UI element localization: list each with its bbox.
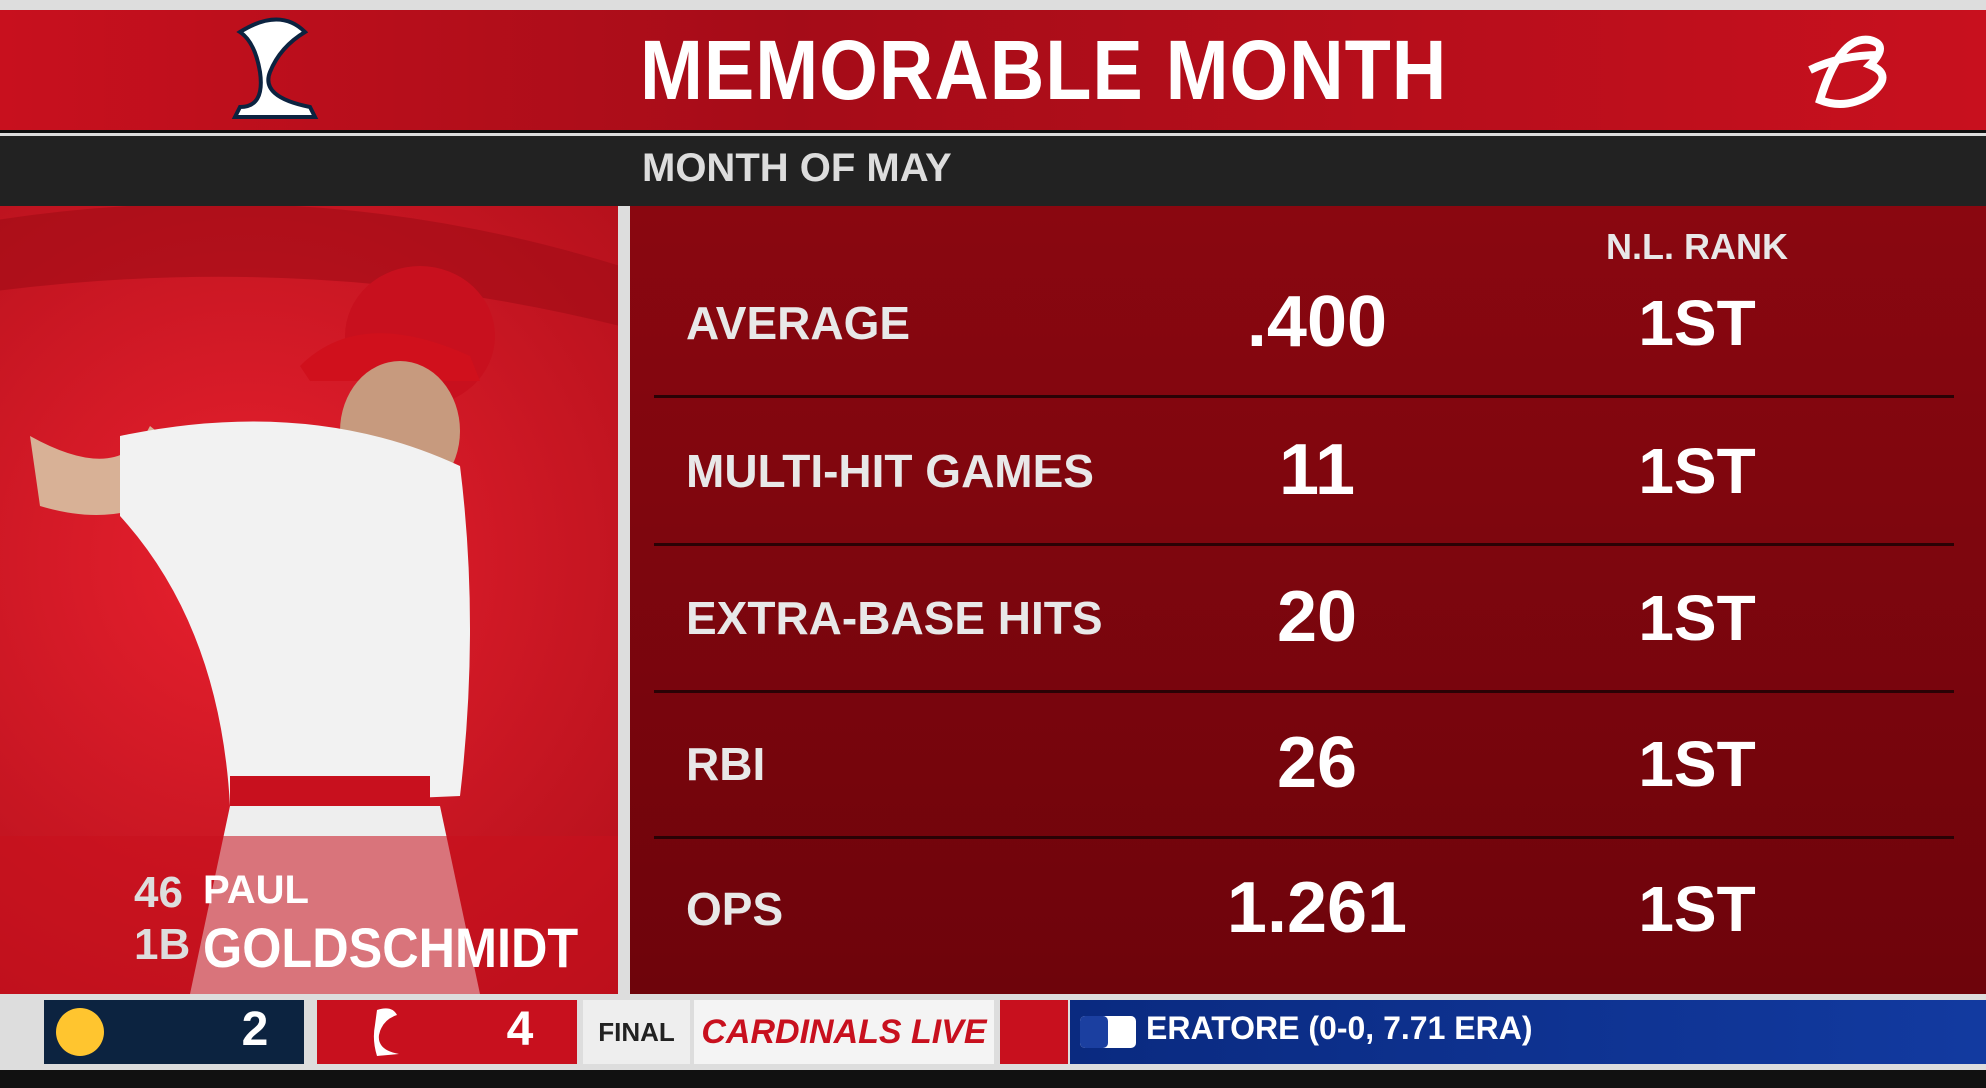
player-panel <box>0 203 620 994</box>
away-score: 2 <box>241 1003 269 1056</box>
top-strip <box>0 0 1986 10</box>
sponsor-box <box>1000 1000 1068 1064</box>
player-image <box>0 203 620 994</box>
home-logo <box>373 1008 399 1056</box>
stat-rank: 1ST <box>1638 728 1756 800</box>
league-logo <box>1080 1016 1136 1048</box>
ticker-bar <box>1070 1000 1986 1064</box>
header-bar <box>0 10 1986 130</box>
player-last-name: GOLDSCHMIDT <box>203 916 579 979</box>
player-position: 1B <box>134 920 191 969</box>
row-separator <box>654 690 1954 693</box>
home-team <box>317 1000 577 1064</box>
stat-label: MULTI-HIT GAMES <box>686 445 1094 497</box>
subtitle: MONTH OF MAY <box>642 146 952 190</box>
sponsor-logo <box>1808 35 1887 108</box>
network: CARDINALS LIVE <box>694 1000 994 1064</box>
stat-rank: 1ST <box>1638 435 1756 507</box>
player-number: 46 <box>134 868 183 917</box>
away-team <box>44 1000 304 1064</box>
stat-label: AVERAGE <box>686 297 911 349</box>
stat-label: RBI <box>686 738 766 790</box>
row-separator <box>654 836 1954 839</box>
title: MEMORABLE MONTH <box>640 23 1448 117</box>
stat-value: 1.261 <box>1226 868 1408 948</box>
stat-value: .400 <box>1246 282 1388 362</box>
stat-value: 26 <box>1276 723 1358 803</box>
stat-rank: 1ST <box>1638 873 1756 945</box>
row-separator <box>654 543 1954 546</box>
game-status: FINAL <box>583 1000 690 1064</box>
stats-panel <box>630 206 1986 994</box>
divider <box>618 206 630 994</box>
team-logo <box>231 17 319 119</box>
ticker: ERATORE (0-0, 7.71 ERA) <box>1146 1010 1533 1046</box>
stat-label: EXTRA-BASE HITS <box>686 592 1103 644</box>
player-first-name: PAUL <box>203 868 309 912</box>
row-separator <box>654 395 1954 398</box>
home-score: 4 <box>506 1003 534 1056</box>
away-logo <box>56 1008 104 1056</box>
stat-value: 20 <box>1276 577 1358 657</box>
subtitle-bar <box>0 133 1986 209</box>
stat-label: OPS <box>686 883 784 935</box>
stat-rank: 1ST <box>1638 582 1756 654</box>
stat-value: 11 <box>1278 430 1356 510</box>
rank-header: N.L. RANK <box>1606 226 1788 267</box>
stat-rank: 1ST <box>1638 287 1756 359</box>
